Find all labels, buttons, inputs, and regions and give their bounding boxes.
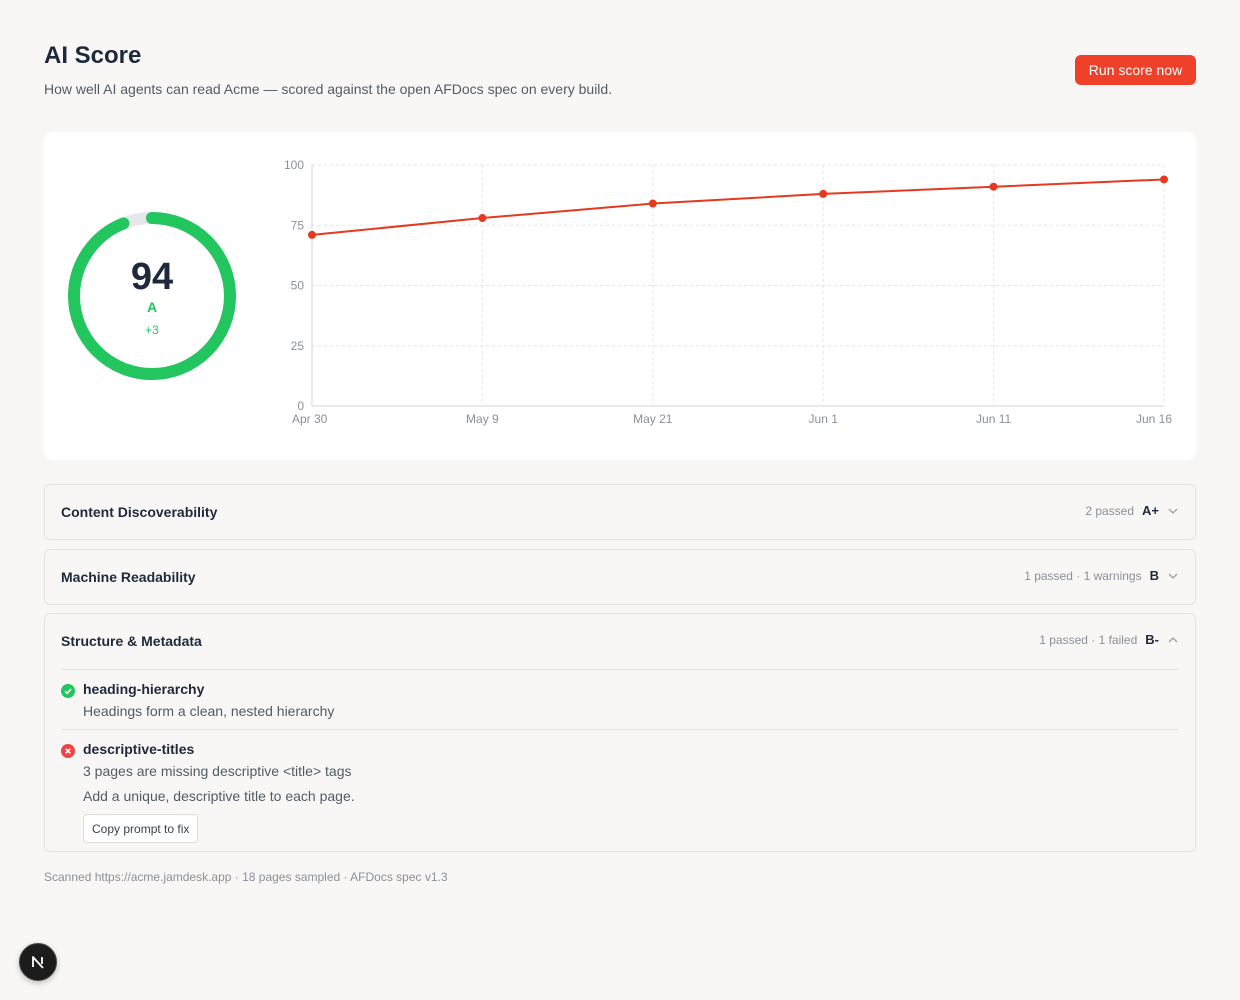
copy-prompt-button[interactable]: Copy prompt to fix bbox=[83, 814, 199, 843]
section-machine-readability: Machine Readability 1 passed · 1 warning… bbox=[44, 549, 1196, 605]
chevron-down-icon[interactable] bbox=[1167, 570, 1179, 582]
score-delta: +3 bbox=[145, 323, 159, 337]
divider bbox=[61, 669, 1179, 670]
section-status: 1 passed · 1 failed bbox=[1039, 632, 1138, 647]
data-point bbox=[308, 230, 316, 239]
check-name: descriptive-titles bbox=[83, 741, 195, 757]
section-grade: B- bbox=[1145, 632, 1159, 647]
run-score-button[interactable]: Run score now bbox=[1075, 55, 1196, 85]
score-history-chart: 0 25 50 75 100 Apr 30 May 9 May 21 Jun 1 Jun 11 Ju… bbox=[284, 158, 1172, 426]
score-ring: 94 A +3 bbox=[68, 212, 236, 380]
section-title: Machine Readability bbox=[61, 569, 196, 585]
section-title: Content Discoverability bbox=[61, 504, 218, 520]
section-status: 1 passed · 1 warnings bbox=[1024, 568, 1142, 583]
score-ring-progress bbox=[68, 212, 236, 380]
x-tick-label: Jun 16 bbox=[1136, 412, 1172, 426]
x-tick-label: Jun 1 bbox=[809, 412, 839, 426]
section-header[interactable]: Machine Readability 1 passed · 1 warning… bbox=[45, 550, 1195, 605]
section-structure-metadata: Structure & Metadata 1 passed · 1 failed… bbox=[44, 613, 1196, 852]
score-value: 94 bbox=[131, 256, 173, 298]
y-tick-label: 25 bbox=[291, 339, 305, 353]
nextjs-badge[interactable] bbox=[19, 943, 57, 981]
data-point bbox=[648, 199, 657, 208]
y-tick-label: 100 bbox=[284, 158, 304, 172]
section-content-discoverability: Content Discoverability 2 passed A+ bbox=[44, 484, 1196, 540]
data-point bbox=[478, 214, 487, 223]
page-subtitle: How well AI agents can read Acme — score… bbox=[44, 81, 613, 97]
data-point bbox=[989, 182, 998, 191]
check-heading-hierarchy: heading-hierarchy Headings form a clean,… bbox=[61, 681, 1179, 731]
data-point bbox=[1160, 175, 1168, 184]
score-card: 94 A +3 0 25 50 75 100 Apr 30 May 9 May 21 Jun 1… bbox=[44, 132, 1196, 460]
check-circle-icon bbox=[61, 684, 75, 698]
chevron-down-icon[interactable] bbox=[1167, 505, 1179, 517]
page-title: AI Score bbox=[44, 42, 142, 69]
x-circle-icon bbox=[61, 744, 75, 758]
section-grade: A+ bbox=[1142, 503, 1159, 518]
check-descriptive-titles: descriptive-titles 3 pages are missing d… bbox=[61, 741, 1179, 851]
series-line bbox=[311, 178, 1165, 236]
check-description: Headings form a clean, nested hierarchy bbox=[83, 703, 335, 719]
data-point bbox=[819, 189, 828, 198]
section-title: Structure & Metadata bbox=[61, 633, 202, 649]
x-tick-label: May 9 bbox=[466, 412, 499, 426]
section-status: 2 passed bbox=[1085, 503, 1135, 518]
x-tick-label: May 21 bbox=[633, 412, 673, 426]
y-tick-label: 75 bbox=[291, 218, 305, 232]
divider bbox=[61, 729, 1179, 730]
x-tick-label: Jun 11 bbox=[976, 412, 1011, 426]
y-tick-label: 50 bbox=[291, 279, 305, 293]
check-name: heading-hierarchy bbox=[83, 681, 205, 697]
section-header[interactable]: Structure & Metadata 1 passed · 1 failed… bbox=[45, 614, 1195, 669]
section-header[interactable]: Content Discoverability 2 passed A+ bbox=[45, 485, 1195, 540]
x-tick-label: Apr 30 bbox=[292, 412, 328, 426]
score-card-graphics: 94 A +3 0 25 50 75 100 Apr 30 May 9 May 21 Jun 1… bbox=[68, 158, 1172, 426]
n-logo-icon bbox=[32, 956, 44, 969]
score-grade: A bbox=[147, 299, 157, 315]
check-description: 3 pages are missing descriptive <title> … bbox=[83, 763, 352, 779]
y-tick-label: 0 bbox=[297, 399, 304, 413]
chevron-up-icon[interactable] bbox=[1167, 634, 1179, 646]
scan-footer: Scanned https://acme.jamdesk.app · 18 pa… bbox=[44, 870, 448, 884]
check-fix-suggestion: Add a unique, descriptive title to each … bbox=[83, 788, 355, 804]
section-grade: B bbox=[1149, 568, 1159, 583]
